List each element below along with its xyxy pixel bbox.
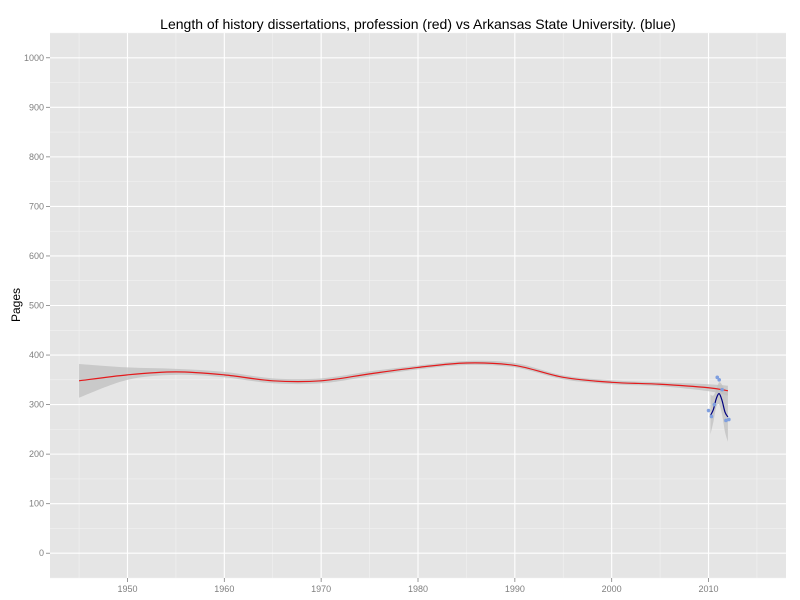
y-tick-label: 400 (29, 350, 44, 360)
y-tick-label: 700 (29, 201, 44, 211)
smooth-lines (78, 362, 729, 418)
data-point (709, 414, 714, 419)
y-tick-label: 200 (29, 449, 44, 459)
y-tick-label: 600 (29, 251, 44, 261)
y-tick-label: 900 (29, 102, 44, 112)
series-0-confidence-band (79, 360, 728, 398)
data-point (720, 387, 724, 392)
y-tick-label: 800 (29, 152, 44, 162)
axes: 1950 1960 1970 1980 1990 2000 2010 0 100 200 300 40… (24, 53, 719, 594)
major-gridlines (50, 33, 786, 578)
data-point (706, 408, 711, 413)
x-tick-label: 1990 (505, 584, 525, 594)
series-1-line (709, 393, 729, 418)
y-tick-label: 1000 (24, 53, 44, 63)
data-point (715, 375, 720, 380)
data-point (717, 378, 721, 382)
data-point (724, 418, 728, 423)
y-tick-label: 500 (29, 301, 44, 311)
x-tick-label: 1980 (408, 584, 428, 594)
y-axis-label: Pages (9, 288, 23, 322)
series-0-line (78, 362, 728, 392)
y-tick-label: 0 (39, 548, 44, 558)
data-point (712, 402, 717, 407)
x-tick-label: 1970 (311, 584, 331, 594)
chart-title: Length of history dissertations, profess… (160, 16, 676, 32)
data-points (706, 375, 731, 423)
y-tick-label: 100 (29, 499, 44, 509)
x-tick-label: 1960 (214, 584, 234, 594)
x-tick-label: 2010 (699, 584, 719, 594)
y-tick-label: 300 (29, 400, 44, 410)
x-tick-label: 1950 (117, 584, 137, 594)
data-point (727, 417, 731, 422)
x-tick-label: 2000 (602, 584, 622, 594)
series-1-confidence-band (710, 382, 728, 442)
confidence-ribbons (79, 360, 728, 442)
